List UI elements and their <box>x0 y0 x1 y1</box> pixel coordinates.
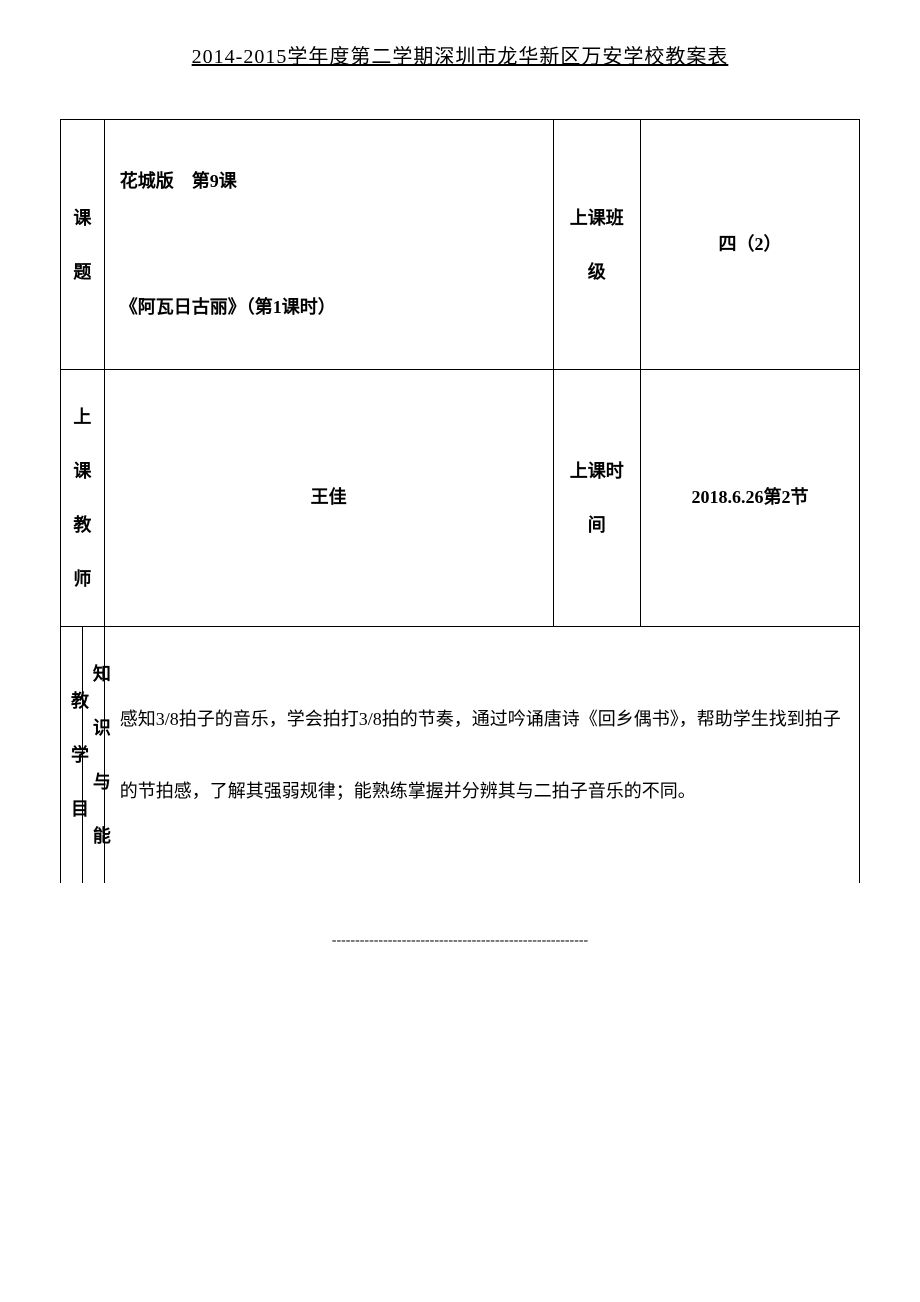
page-title: 2014-2015学年度第二学期深圳市龙华新区万安学校教案表 <box>60 40 860 69</box>
time-label: 上课时间 <box>553 370 641 627</box>
goal-main-label: 教学目 <box>61 627 83 884</box>
lesson-plan-table: 课题 花城版 第9课 《阿瓦日古丽》（第1课时） 上课班级 四（2） 上课教师 … <box>60 119 860 883</box>
time-value: 2018.6.26第2节 <box>641 370 860 627</box>
topic-line2: 《阿瓦日古丽》（第1课时） <box>120 276 538 339</box>
topic-label: 课题 <box>61 120 105 370</box>
table-row-topic: 课题 花城版 第9课 《阿瓦日古丽》（第1课时） 上课班级 四（2） <box>61 120 860 370</box>
topic-content: 花城版 第9课 《阿瓦日古丽》（第1课时） <box>104 120 553 370</box>
topic-line1: 花城版 第9课 <box>120 150 538 213</box>
goal-content: 感知3/8拍子的音乐，学会拍打3/8拍的节奏，通过吟诵唐诗《回乡偶书》，帮助学生… <box>104 627 859 884</box>
table-row-goal: 教学目 知识与能 感知3/8拍子的音乐，学会拍打3/8拍的节奏，通过吟诵唐诗《回… <box>61 627 860 884</box>
class-value: 四（2） <box>641 120 860 370</box>
class-label: 上课班级 <box>553 120 641 370</box>
footer-divider: ----------------------------------------… <box>60 933 860 949</box>
teacher-label: 上课教师 <box>61 370 105 627</box>
teacher-value: 王佳 <box>104 370 553 627</box>
table-row-teacher: 上课教师 王佳 上课时间 2018.6.26第2节 <box>61 370 860 627</box>
